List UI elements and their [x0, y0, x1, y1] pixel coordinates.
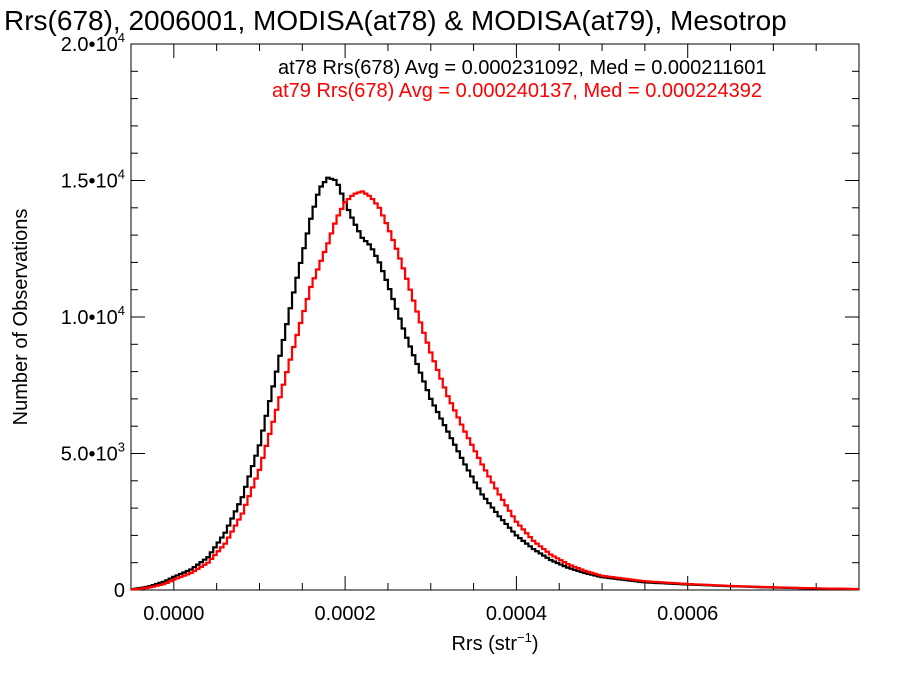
y-axis-ticks: 0 5.0•103 1.0•104 1.5•104 2.0•104	[61, 30, 859, 602]
x-axis-label-main: Rrs (str	[451, 633, 517, 655]
x-tick-label: 0.0002	[315, 603, 376, 625]
series-group	[131, 176, 859, 591]
series-line-at79	[131, 190, 859, 591]
annotation-at78: at78 Rrs(678) Avg = 0.000231092, Med = 0…	[278, 57, 767, 79]
y-tick-label: 2.0•104	[61, 30, 125, 56]
x-axis-label-tail: )	[532, 633, 539, 655]
annotation-at79: at79 Rrs(678) Avg = 0.000240137, Med = 0…	[272, 80, 762, 102]
y-tick-label: 1.5•104	[61, 167, 125, 193]
y-axis-label: Number of Observations	[10, 209, 32, 426]
x-tick-label: 0.0004	[486, 603, 547, 625]
series-line-at78	[131, 176, 859, 591]
chart-title: Rrs(678), 2006001, MODISA(at78) & MODISA…	[4, 5, 787, 36]
x-tick-label: 0.0000	[143, 603, 204, 625]
x-axis-ticks: 0.0000 0.0002 0.0004 0.0006	[130, 44, 817, 625]
y-tick-label: 5.0•103	[61, 440, 125, 466]
x-tick-label: 0.0006	[657, 603, 718, 625]
y-tick-label: 1.0•104	[61, 303, 125, 329]
y-tick-label: 0	[114, 580, 125, 602]
x-axis-label: Rrs (str−1)	[451, 630, 538, 655]
x-axis-label-sup: −1	[517, 630, 532, 645]
